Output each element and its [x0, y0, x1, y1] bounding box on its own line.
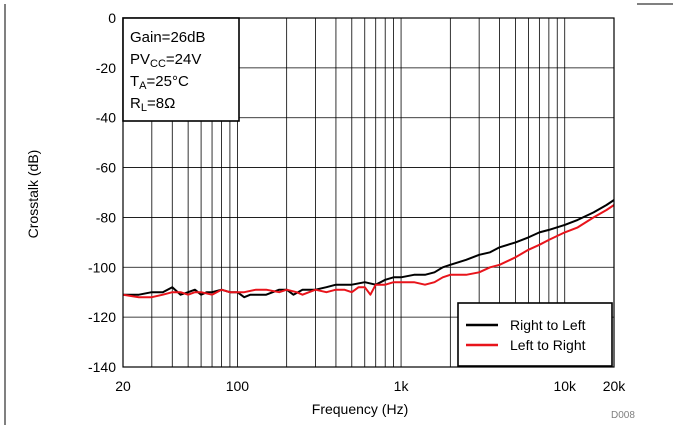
legend-frame — [457, 302, 613, 367]
conditions-box: Gain=26dB PVCC=24V TA=25°C RL=8Ω — [122, 17, 240, 122]
y-tick-label: 0 — [108, 10, 116, 26]
x-tick-label: 100 — [226, 378, 250, 394]
x-axis-label: Frequency (Hz) — [312, 401, 408, 417]
y-tick-label: -100 — [88, 259, 116, 275]
x-tick-label: 20 — [115, 378, 131, 394]
y-tick-label: -40 — [96, 110, 116, 126]
legend-label-right-to-left: Right to Left — [510, 317, 586, 333]
chart-series — [122, 199, 615, 299]
y-tick-label: -60 — [96, 160, 116, 176]
y-axis-label: Crosstalk (dB) — [25, 150, 41, 239]
series-line-right-to-left — [123, 199, 615, 299]
y-tick-label: -120 — [88, 309, 116, 325]
x-tick-label: 1k — [394, 378, 410, 394]
figure-code: D008 — [611, 410, 635, 421]
y-tick-label: -80 — [96, 209, 116, 225]
x-tick-labels: 20 100 1k 10k 20k — [115, 378, 626, 394]
y-tick-labels: 0 -20 -40 -60 -80 -100 -120 -140 — [88, 10, 116, 375]
plot-frame — [122, 17, 615, 368]
y-tick-label: -20 — [96, 60, 116, 76]
x-tick-label: 10k — [553, 378, 577, 394]
ta-annotation: TA=25°C — [130, 73, 189, 92]
legend: Right to Left Left to Right — [457, 302, 613, 367]
pvcc-annotation: PVCC=24V — [130, 51, 201, 70]
rl-annotation: RL=8Ω — [130, 95, 175, 114]
conditions-box-frame — [122, 17, 240, 122]
gain-annotation: Gain=26dB — [130, 29, 205, 46]
legend-label-left-to-right: Left to Right — [510, 337, 586, 353]
series-line-left-to-right — [122, 204, 615, 299]
x-tick-label: 20k — [603, 378, 627, 394]
y-tick-label: -140 — [88, 359, 116, 375]
